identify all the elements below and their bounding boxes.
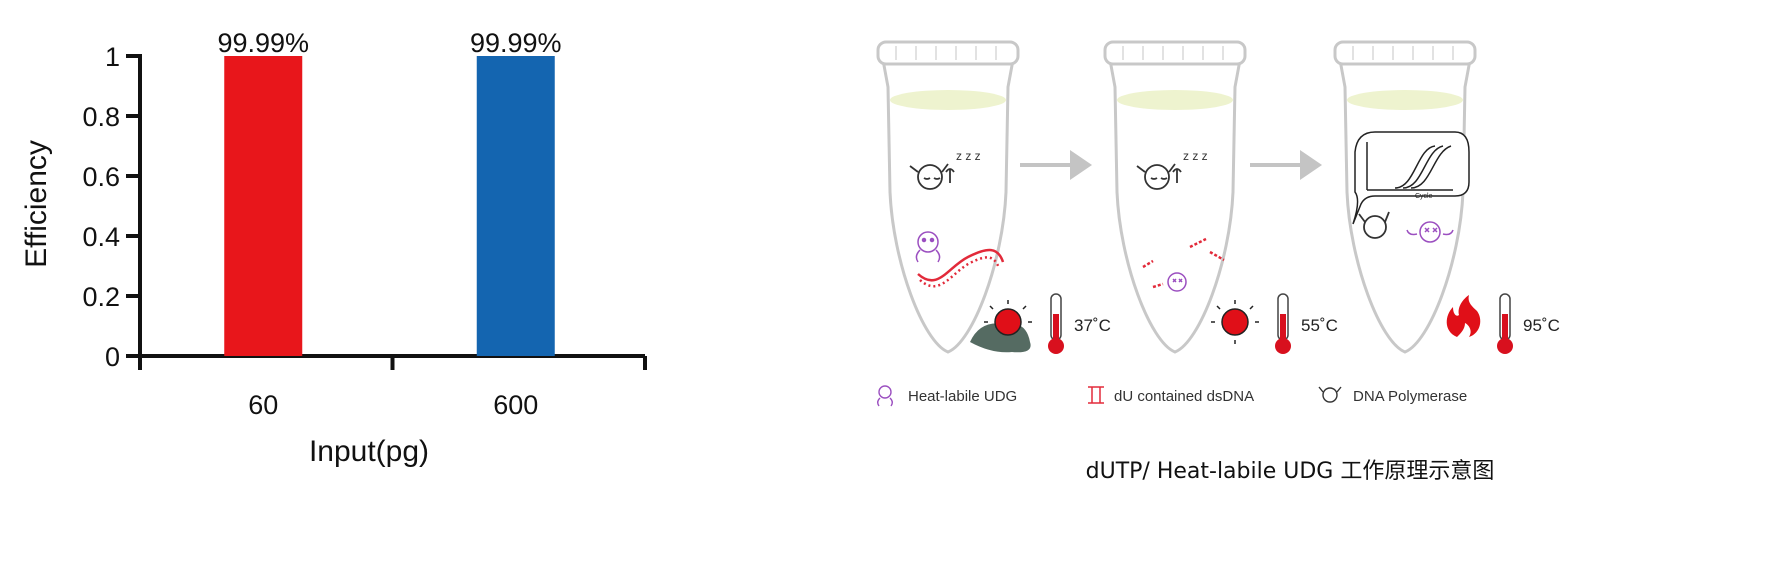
udg-enzyme-inactive-icon: [1167, 272, 1187, 292]
legend-item-polymerase: DNA Polymerase: [1318, 386, 1467, 405]
arrow-right-icon: [1020, 150, 1092, 180]
tube-55c: z z z 55˚C: [1103, 40, 1338, 355]
svg-text:z z z: z z z: [956, 149, 981, 163]
thermometer-icon: [1496, 293, 1514, 355]
legend-item-dsdna: dU contained dsDNA: [1088, 386, 1254, 405]
bar-data-label: 99.99%: [217, 28, 309, 58]
temperature-label: 37˚C: [1074, 316, 1111, 335]
bar: [224, 56, 303, 356]
y-tick-label: 1: [105, 42, 120, 72]
sleeping-polymerase-icon: z z z: [1136, 149, 1208, 190]
dsdna-fragment-icon: [1142, 237, 1225, 289]
udg-enzyme-inactive-icon: [1406, 221, 1454, 243]
active-polymerase-icon: [1358, 211, 1390, 239]
thermometer-icon: [1274, 293, 1292, 355]
x-tick-label: 60: [248, 390, 278, 420]
dsdna-icon: [1088, 386, 1104, 404]
legend-label: dU contained dsDNA: [1114, 388, 1254, 405]
arrow-right-icon: [1250, 150, 1322, 180]
y-tick-label: 0.6: [82, 162, 120, 192]
legend-item-udg: Heat-labile UDG: [877, 385, 1017, 407]
flame-icon: [1446, 295, 1481, 337]
tube-95c: Cycle 95˚C: [1333, 40, 1560, 355]
temperature-label: 95˚C: [1523, 316, 1560, 335]
sleeping-polymerase-icon: z z z: [909, 149, 981, 190]
y-axis-label: Efficiency: [20, 140, 53, 268]
temperature-label: 55˚C: [1301, 316, 1338, 335]
chart-marks: 0 0.2 0.4 0.6 0.8 1 60 99.99% 600 99.99%: [82, 28, 647, 420]
legend-label: Heat-labile UDG: [908, 388, 1017, 405]
efficiency-bar-chart: 0 0.2 0.4 0.6 0.8 1 60 99.99% 600 99.99% Input(pg…: [20, 28, 647, 468]
y-tick-label: 0.4: [82, 222, 120, 252]
y-tick-label: 0: [105, 342, 120, 372]
legend: Heat-labile UDG dU contained dsDNA DNA P…: [877, 385, 1467, 407]
bar: [476, 56, 555, 356]
dsdna-icon: [917, 248, 1005, 288]
x-axis-label: Input(pg): [309, 435, 429, 468]
tube-37c: z z z 37˚C: [876, 40, 1111, 355]
bar-data-label: 99.99%: [470, 28, 562, 58]
svg-text:z z z: z z z: [1183, 149, 1208, 163]
dutp-udg-mechanism-diagram: z z z 37˚C: [876, 40, 1560, 407]
y-tick-label: 0.8: [82, 102, 120, 132]
sun-over-mound-icon: [970, 300, 1032, 353]
thermometer-icon: [1047, 293, 1065, 355]
legend-label: DNA Polymerase: [1353, 388, 1467, 405]
inset-x-label: Cycle: [1415, 193, 1433, 200]
polymerase-icon: [1318, 386, 1342, 403]
y-tick-label: 0.2: [82, 282, 120, 312]
sun-icon: [1211, 300, 1259, 344]
udg-enzyme-icon: [915, 231, 941, 263]
x-tick-label: 600: [493, 390, 538, 420]
diagram-caption: dUTP/ Heat-labile UDG 工作原理示意图: [1085, 459, 1495, 484]
amplification-plot-inset: [1352, 131, 1470, 225]
udg-enzyme-icon: [877, 385, 893, 407]
